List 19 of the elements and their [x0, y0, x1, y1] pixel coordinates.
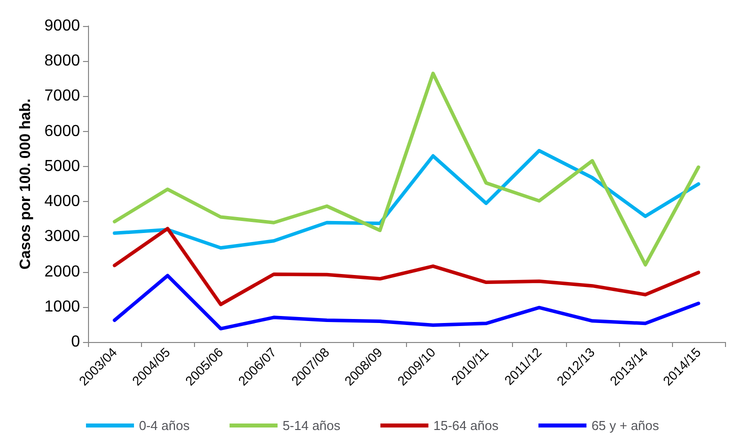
- y-tick-label: 1000: [44, 298, 80, 316]
- legend-label: 15-64 años: [433, 418, 499, 433]
- legend-label: 5-14 años: [282, 418, 341, 433]
- legend-label: 65 y + años: [591, 418, 660, 433]
- y-axis-title: Casos por 100. 000 hab.: [17, 98, 34, 270]
- y-tick-label: 8000: [44, 52, 80, 70]
- line-series: [112, 148, 700, 250]
- y-tick-label: 3000: [44, 228, 80, 246]
- y-tick-label: 7000: [44, 88, 80, 105]
- y-tick-label: 5000: [44, 158, 80, 175]
- line-series: [112, 226, 700, 306]
- y-tick-label: 0: [71, 334, 80, 350]
- y-tick-label: 4000: [44, 193, 80, 210]
- y-tick-label: 9000: [44, 18, 80, 34]
- line-series: [112, 72, 700, 267]
- line-series: [112, 274, 700, 330]
- legend-label: 0-4 años: [138, 418, 190, 433]
- y-tick-label: 6000: [44, 122, 80, 140]
- y-tick-label: 2000: [44, 263, 80, 280]
